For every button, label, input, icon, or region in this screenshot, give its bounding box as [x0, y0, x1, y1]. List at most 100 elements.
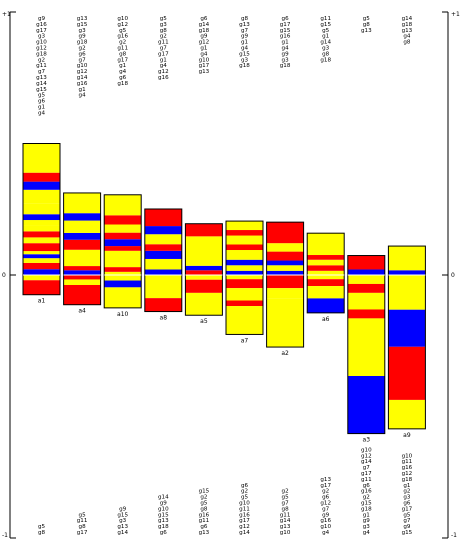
- bottom-label-a2-g5: g5: [282, 495, 290, 501]
- top-label-a4-g9: g9: [79, 34, 87, 40]
- top-label-a8-g11: g11: [158, 40, 169, 46]
- top-label-a5-g6: g6: [200, 16, 208, 22]
- bar-segment-a6-pos-3: [307, 255, 345, 260]
- bottom-label-a2-g8: g8: [282, 506, 290, 512]
- bottom-label-a3-g14: g14: [361, 459, 372, 465]
- top-label-a6-g1: g1: [322, 34, 330, 40]
- bar-segment-a1-pos-5: [23, 243, 60, 252]
- bar-segment-a6-pos-1: [307, 265, 345, 271]
- bar-segment-a3-neg-3: [347, 309, 385, 319]
- top-label-a8-g8: g8: [160, 28, 168, 34]
- bar-outline-a10: [103, 194, 142, 309]
- bottom-label-a6-g17: g17: [320, 483, 331, 489]
- column-label-a2: a2: [281, 350, 289, 357]
- bar-segment-a1-pos-7: [23, 231, 60, 238]
- bar-segment-a1-pos-12: [23, 189, 60, 204]
- bar-segment-a2-neg-0: [266, 275, 304, 289]
- top-label-a9-g14: g14: [402, 16, 413, 22]
- bottom-label-a6-g9: g9: [322, 512, 330, 518]
- bottom-label-a5-g11: g11: [199, 518, 210, 524]
- top-label-a9-g8: g8: [403, 40, 411, 46]
- column-label-a3: a3: [363, 437, 371, 444]
- top-label-a7-g18: g18: [239, 63, 250, 69]
- bottom-label-a7-g16: g16: [239, 512, 250, 518]
- bottom-label-a8-g6: g6: [160, 530, 168, 536]
- top-label-a5-g17: g17: [199, 63, 210, 69]
- bar-segment-a5-pos-3: [185, 223, 223, 237]
- left-tick-label-zero: 0: [2, 272, 6, 279]
- bar-segment-a8-pos-4: [144, 234, 182, 245]
- bar-segment-a4-pos-7: [63, 192, 101, 214]
- top-label-a3-g13: g13: [361, 28, 372, 34]
- bar-segment-a10-neg-2: [104, 287, 142, 308]
- top-label-a10-g11: g11: [117, 46, 128, 52]
- bar-segment-a2-neg-2: [266, 298, 304, 348]
- column-label-a9: a9: [403, 432, 411, 439]
- bar-segment-a8-neg-1: [144, 298, 182, 312]
- bottom-label-a7-g6: g6: [241, 483, 249, 489]
- bottom-label-a2-g7: g7: [282, 501, 290, 507]
- bar-segment-a1-neg-1: [23, 280, 60, 295]
- bar-segment-a4-neg-0: [63, 275, 101, 280]
- top-label-a1-g2: g2: [38, 57, 45, 63]
- top-label-a4-g14: g14: [77, 75, 88, 81]
- top-label-a5-g9: g9: [200, 34, 208, 40]
- bottom-label-a3-g15: g15: [361, 501, 372, 507]
- top-label-a7-g13: g13: [239, 22, 250, 28]
- bar-segment-a7-neg-4: [226, 306, 263, 335]
- bottom-label-a8-g10: g10: [158, 506, 169, 512]
- left-tick-label-top: +1: [2, 11, 11, 18]
- bar-segment-a8-pos-0: [144, 269, 182, 275]
- bottom-label-a3-g17: g17: [361, 471, 372, 477]
- bar-segment-a7-pos-3: [226, 250, 263, 260]
- bar-segment-a1-pos-6: [23, 237, 60, 244]
- bottom-label-a9-g2: g2: [403, 489, 410, 495]
- bar-segment-a2-pos-5: [266, 222, 304, 244]
- top-label-a1-g6: g6: [38, 99, 46, 105]
- bottom-label-a10-g15: g15: [117, 512, 128, 518]
- bar-segment-a10-pos-2: [104, 250, 142, 268]
- bottom-label-a6-g4: g4: [322, 530, 330, 536]
- bar-segment-a7-pos-7: [226, 221, 263, 231]
- top-label-a7-g9: g9: [241, 34, 249, 40]
- top-label-a4-g7: g7: [79, 57, 87, 63]
- column-a7: a7g8g13g7g9g1g4g15g3g18g6g2g5g10g11g16g1…: [225, 16, 264, 536]
- bar-segment-a7-neg-0: [226, 275, 263, 280]
- top-label-a8-g5: g5: [160, 16, 168, 22]
- top-label-a7-g15: g15: [239, 51, 250, 57]
- left-tick-label-bottom: -1: [2, 532, 8, 539]
- bottom-label-a7-g5: g5: [241, 495, 249, 501]
- axes: +1 0 -1 +1 0 -1: [2, 11, 460, 539]
- bar-segment-a9-neg-0: [388, 275, 426, 310]
- bottom-label-a4-g17: g17: [77, 530, 88, 536]
- bar-outline-a8: [144, 208, 183, 313]
- bottom-label-a9-g18: g18: [402, 477, 413, 483]
- bar-segment-a1-pos-13: [23, 181, 60, 190]
- top-label-a6-g15: g15: [320, 22, 331, 28]
- top-label-a3-g8: g8: [363, 22, 371, 28]
- bar-segment-a6-neg-2: [307, 286, 345, 299]
- bar-outline-a5: [184, 223, 223, 316]
- bar-segment-a10-pos-6: [104, 224, 142, 233]
- top-label-a9-g18: g18: [402, 22, 413, 28]
- bar-segment-a1-neg-0: [23, 275, 60, 281]
- top-label-a8-g12: g12: [158, 69, 169, 75]
- bar-segment-a1-pos-4: [23, 251, 60, 255]
- bar-segment-a5-neg-0: [185, 275, 223, 280]
- top-label-a6-g5: g5: [322, 28, 330, 34]
- top-label-a10-g8: g8: [119, 51, 127, 57]
- bottom-label-a4-g8: g8: [79, 524, 87, 530]
- top-label-a8-g1: g1: [160, 57, 168, 63]
- top-label-a4-g13: g13: [77, 16, 88, 22]
- top-label-a10-g5: g5: [119, 28, 127, 34]
- top-label-a4-g12: g12: [77, 69, 88, 75]
- bottom-label-a3-g16: g16: [361, 489, 372, 495]
- bar-outline-a3: [347, 255, 386, 435]
- bar-segment-a1-pos-15: [23, 143, 60, 173]
- bar-segment-a4-pos-5: [63, 220, 101, 233]
- top-label-a6-g14: g14: [320, 40, 331, 46]
- column-a5: a5g6g14g18g9g12g1g4g10g17g13g15g2g5g8g16…: [184, 16, 223, 536]
- top-label-a6-g11: g11: [320, 16, 331, 22]
- top-label-a1-g16: g16: [36, 22, 47, 28]
